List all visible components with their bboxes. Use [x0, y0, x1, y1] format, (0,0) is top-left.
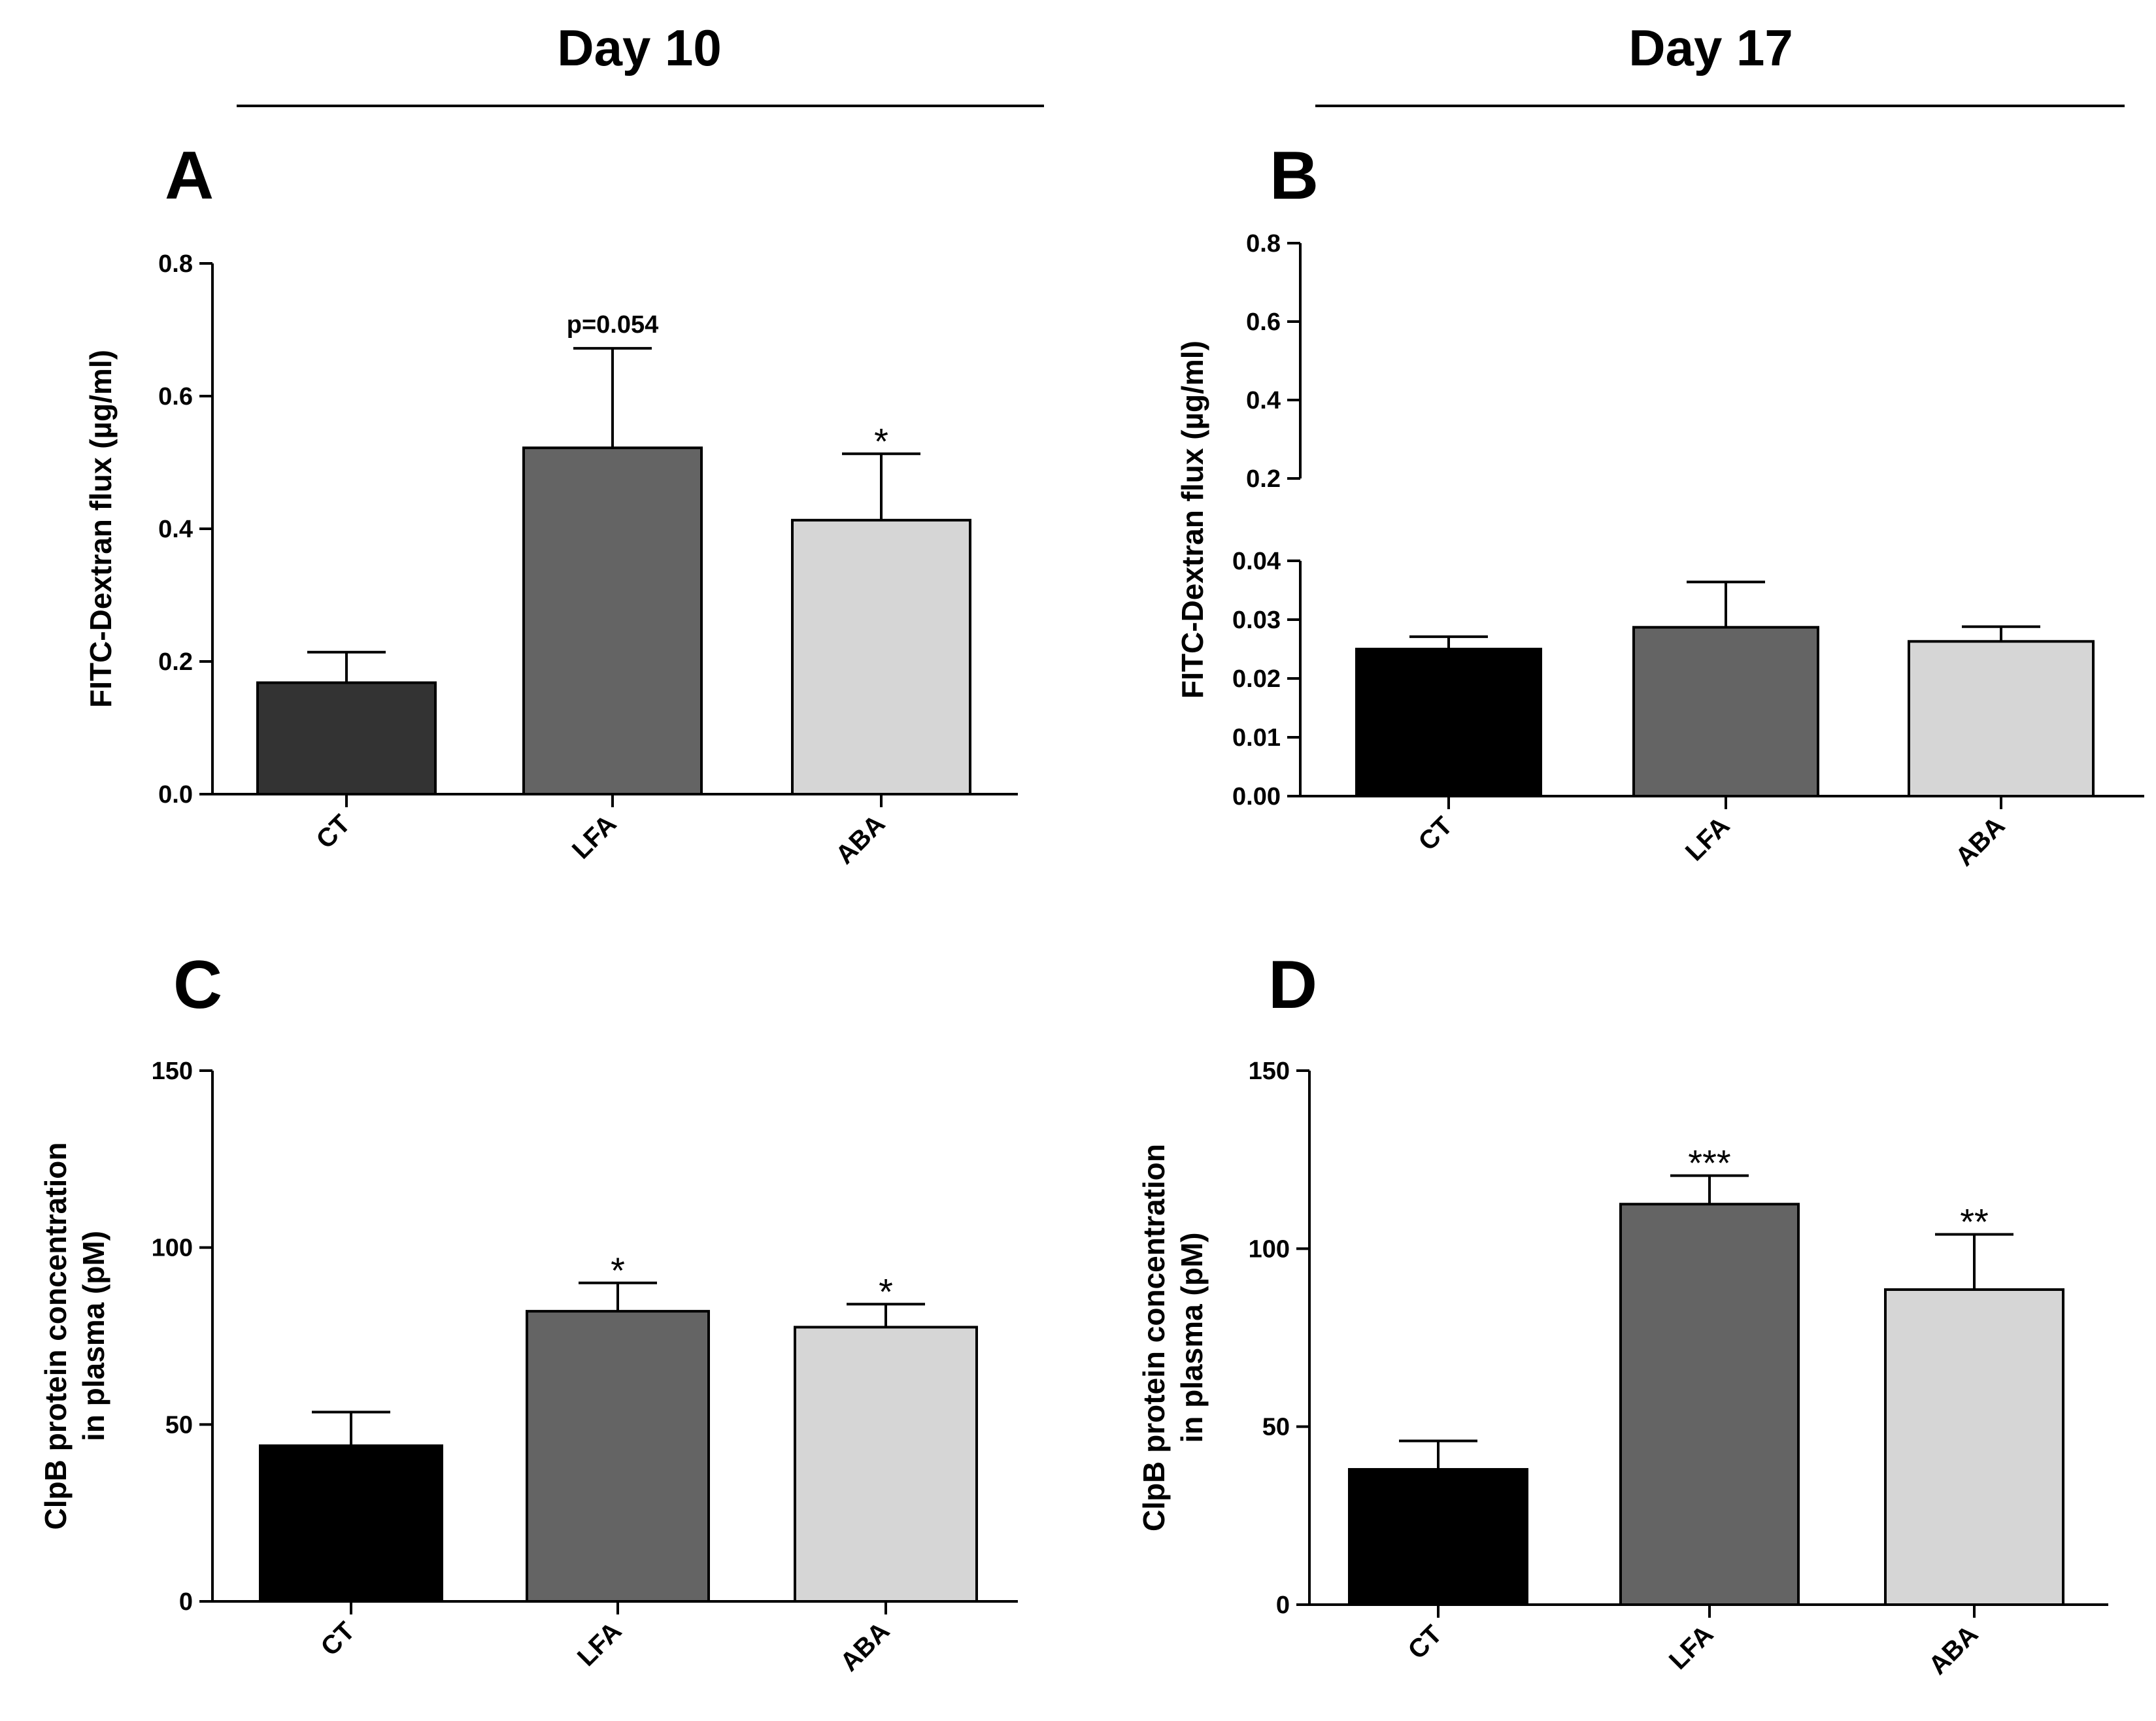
- bar-ct: [256, 681, 437, 795]
- bar-lfa: [526, 1310, 710, 1603]
- significance-label: **: [1960, 1201, 1989, 1243]
- category-label: LFA: [572, 1616, 628, 1672]
- y-axis-label: FITC-Dextran flux (µg/ml): [1175, 341, 1209, 699]
- chart-a: 0.0 0.2 0.4 0.6 0.8 CT p=0.054 LFA * ABA FITC-Dext…: [84, 250, 1018, 870]
- y-tick-label: 0.03: [1232, 607, 1281, 634]
- bar-ct: [1348, 1468, 1528, 1606]
- category-label: LFA: [1680, 811, 1736, 867]
- category-label: LFA: [567, 809, 622, 865]
- y-tick-label: 0: [1276, 1592, 1290, 1619]
- bar-lfa: [1619, 1203, 1800, 1606]
- y-tick-label: 0.04: [1232, 548, 1281, 575]
- y-tick-label: 0: [179, 1588, 193, 1616]
- y-tick-label: 0.4: [158, 516, 193, 543]
- y-axis-label: in plasma (pM): [1175, 1232, 1209, 1443]
- y-tick-label: 0.02: [1232, 665, 1281, 693]
- category-label: CT: [1403, 1620, 1448, 1665]
- bar-ct: [1355, 648, 1542, 797]
- y-axis-label: ClpB protein concentration: [39, 1143, 73, 1530]
- y-tick-label: 0.2: [158, 648, 193, 676]
- y-tick-label: 0.0: [158, 781, 193, 809]
- y-tick-label: 150: [152, 1058, 193, 1085]
- panel-letter-a: A: [165, 138, 214, 214]
- y-tick-label: 100: [152, 1235, 193, 1262]
- category-label: CT: [316, 1616, 361, 1662]
- significance-label: p=0.054: [567, 311, 659, 339]
- y-axis-label: FITC-Dextran flux (µg/ml): [84, 350, 118, 708]
- y-tick-label-upper: 0.4: [1246, 387, 1281, 414]
- y-tick-label: 0.00: [1232, 783, 1281, 810]
- bar-aba: [1908, 640, 2095, 797]
- y-axis-label: ClpB protein concentration: [1137, 1144, 1171, 1531]
- bar-aba: [791, 518, 971, 795]
- y-tick-label: 100: [1249, 1235, 1290, 1263]
- significance-label: *: [874, 420, 888, 461]
- chart-b: 0.00 0.01 0.02 0.03 0.04 0.2 0.4 0.6 0.8 CT LFA ABA…: [1175, 230, 2144, 872]
- bar-aba: [794, 1326, 978, 1603]
- category-label: LFA: [1664, 1620, 1719, 1675]
- bar-lfa: [522, 446, 703, 795]
- category-label: ABA: [1950, 811, 2010, 871]
- bar-lfa: [1632, 626, 1819, 797]
- y-tick-label: 0.01: [1232, 724, 1281, 752]
- y-tick-label: 50: [165, 1411, 193, 1439]
- y-tick-label-upper: 0.2: [1246, 465, 1281, 493]
- header-day10: Day 10: [557, 19, 722, 76]
- category-label: ABA: [1923, 1620, 1983, 1680]
- significance-label: ***: [1688, 1143, 1730, 1184]
- category-label: ABA: [830, 809, 890, 869]
- significance-label: *: [879, 1271, 893, 1312]
- y-tick-label: 0.6: [158, 383, 193, 410]
- category-label: ABA: [835, 1616, 895, 1677]
- category-label: CT: [1413, 811, 1458, 856]
- y-axis-label: in plasma (pM): [76, 1231, 110, 1441]
- y-tick-label: 0.8: [158, 250, 193, 278]
- chart-d: 0 50 100 150 CT *** LFA ** ABA ClpB protein conce…: [1137, 1058, 2108, 1680]
- panel-letter-c: C: [173, 947, 222, 1023]
- significance-label: *: [611, 1250, 625, 1291]
- chart-c: 0 50 100 150 CT * LFA * ABA ClpB protein concentr…: [39, 1058, 1018, 1677]
- category-label: CT: [311, 809, 356, 854]
- y-tick-label-upper: 0.6: [1246, 309, 1281, 336]
- y-tick-label-upper: 0.8: [1246, 230, 1281, 258]
- y-tick-label: 50: [1262, 1414, 1290, 1441]
- header-day17: Day 17: [1628, 19, 1793, 76]
- bar-aba: [1884, 1288, 2064, 1606]
- panel-letter-b: B: [1270, 138, 1319, 214]
- y-tick-label: 150: [1249, 1058, 1290, 1085]
- bar-ct: [259, 1444, 443, 1603]
- panel-letter-d: D: [1268, 947, 1317, 1023]
